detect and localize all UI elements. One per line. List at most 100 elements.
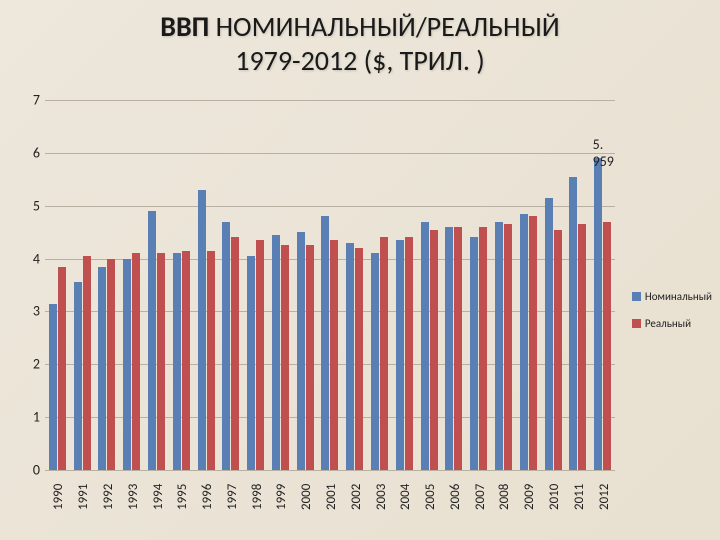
y-tick-label: 3 (20, 303, 40, 320)
bar (421, 222, 429, 470)
bar (98, 267, 106, 471)
bar (495, 222, 503, 470)
bar-group (95, 100, 120, 470)
x-tick-label: 2003 (374, 484, 389, 510)
bar-group (318, 100, 343, 470)
bar (594, 158, 602, 470)
chart-title: ВВП НОМИНАЛЬНЫЙ/РЕАЛЬНЫЙ 1979-2012 ($, Т… (0, 0, 720, 77)
bar (396, 240, 404, 470)
bar (173, 253, 181, 470)
y-tick-label: 6 (20, 144, 40, 161)
bar (198, 190, 206, 470)
title-line2: 1979-2012 ($, ТРИЛ. ) (0, 44, 720, 78)
bar (545, 198, 553, 470)
x-tick-label: 1998 (250, 484, 265, 510)
bar-group (169, 100, 194, 470)
y-tick-label: 1 (20, 409, 40, 426)
title-rest: НОМИНАЛЬНЫЙ/РЕАЛЬНЫЙ (209, 9, 559, 44)
x-tick-label: 1999 (274, 484, 289, 510)
bar-group (144, 100, 169, 470)
x-tick-label: 2011 (572, 484, 587, 510)
legend-swatch-icon (632, 292, 641, 301)
x-tick-label: 2006 (448, 484, 463, 510)
x-tick-label: 2002 (349, 484, 364, 510)
legend: Номинальный Реальный (632, 290, 712, 344)
legend-label: Реальный (645, 317, 691, 330)
bar (346, 243, 354, 470)
bar-group (442, 100, 467, 470)
x-tick-label: 2009 (522, 484, 537, 510)
bar (157, 253, 165, 470)
bar (479, 227, 487, 470)
bar (74, 282, 82, 470)
x-axis-labels: 1990 1991 1992 1993 1994 1995 1996 1997 1998 1999… (45, 472, 615, 532)
bar (454, 227, 462, 470)
bar (520, 214, 528, 470)
bar-group (45, 100, 70, 470)
y-tick-label: 5 (20, 197, 40, 214)
highlight-data-label: 5. 959 (593, 136, 615, 170)
bar (603, 222, 611, 470)
legend-label: Номинальный (645, 290, 712, 303)
bar-group (541, 100, 566, 470)
bar (380, 237, 388, 470)
bar (207, 251, 215, 470)
bar-group (392, 100, 417, 470)
plot: 5. 959 (45, 100, 615, 470)
x-tick-label: 1994 (151, 484, 166, 510)
x-tick-label: 1993 (126, 484, 141, 510)
bar (49, 304, 57, 471)
bar (405, 237, 413, 470)
x-tick-label: 1996 (200, 484, 215, 510)
bar-group (70, 100, 95, 470)
legend-swatch-icon (632, 319, 641, 328)
x-tick-label: 1991 (76, 484, 91, 510)
bar (231, 237, 239, 470)
bar (247, 256, 255, 470)
bar (182, 251, 190, 470)
bar (321, 216, 329, 470)
x-tick-label: 2010 (547, 484, 562, 510)
x-tick-label: 1995 (175, 484, 190, 510)
bar (355, 248, 363, 470)
bar-group (491, 100, 516, 470)
bar-group (218, 100, 243, 470)
bar (529, 216, 537, 470)
bar-group (565, 100, 590, 470)
bar (107, 259, 115, 470)
x-tick-label: 1997 (225, 484, 240, 510)
bar-group (466, 100, 491, 470)
bar (371, 253, 379, 470)
bar-group (293, 100, 318, 470)
bar (569, 177, 577, 470)
bar (222, 222, 230, 470)
bar (148, 211, 156, 470)
x-tick-label: 2000 (299, 484, 314, 510)
bar (306, 245, 314, 470)
title-line1: ВВП НОМИНАЛЬНЫЙ/РЕАЛЬНЫЙ (0, 10, 720, 44)
bar (297, 232, 305, 470)
bar-group (417, 100, 442, 470)
y-tick-label: 4 (20, 250, 40, 267)
x-tick-label: 2004 (398, 484, 413, 510)
y-tick-label: 2 (20, 356, 40, 373)
bar (123, 259, 131, 470)
bar-group (243, 100, 268, 470)
x-tick-label: 1992 (101, 484, 116, 510)
legend-item-real: Реальный (632, 317, 712, 330)
bar (554, 230, 562, 471)
bar-group (194, 100, 219, 470)
bar (504, 224, 512, 470)
bar-group (119, 100, 144, 470)
bar (445, 227, 453, 470)
bar (430, 230, 438, 471)
bars-container (45, 100, 615, 470)
bar (578, 224, 586, 470)
bar-group (367, 100, 392, 470)
legend-item-nominal: Номинальный (632, 290, 712, 303)
bar (272, 235, 280, 470)
bar (256, 240, 264, 470)
x-tick-label: 1990 (51, 484, 66, 510)
y-tick-label: 7 (20, 92, 40, 109)
bar (281, 245, 289, 470)
